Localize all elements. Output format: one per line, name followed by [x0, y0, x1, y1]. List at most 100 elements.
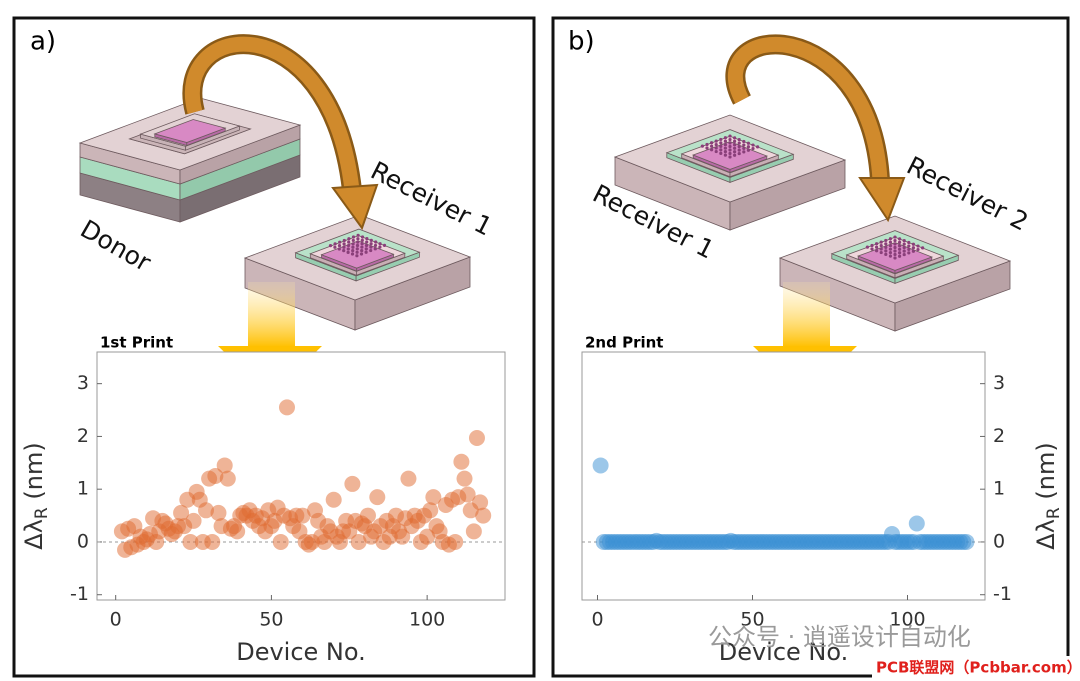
x-axis-label: Device No. — [719, 638, 849, 666]
hole — [875, 245, 879, 249]
hole — [364, 247, 368, 251]
hole — [723, 139, 728, 143]
hole — [360, 242, 364, 246]
hole — [893, 242, 897, 246]
hole — [719, 148, 723, 152]
hole — [373, 243, 378, 248]
hole — [356, 240, 360, 244]
hole — [723, 146, 728, 150]
hole — [378, 245, 382, 249]
panel-frame — [12, 16, 536, 678]
hole — [710, 148, 714, 152]
point — [344, 475, 361, 492]
hole — [356, 233, 360, 237]
hole — [893, 238, 897, 243]
hole — [342, 245, 346, 249]
point — [182, 533, 199, 550]
hole — [360, 238, 364, 242]
panel-label: a) — [30, 27, 56, 57]
hole — [360, 245, 364, 249]
hole — [879, 243, 883, 248]
chart-title: 2nd Print — [585, 334, 663, 352]
point — [958, 533, 975, 550]
hole — [351, 245, 355, 249]
hole — [893, 249, 897, 253]
hole — [355, 250, 359, 254]
hole — [902, 242, 906, 246]
hole — [714, 149, 718, 154]
hole — [728, 141, 732, 145]
hole — [700, 144, 705, 148]
hole — [893, 256, 897, 260]
hole — [719, 144, 723, 148]
hole — [879, 247, 883, 251]
point — [472, 494, 489, 511]
hole — [719, 141, 723, 145]
hole — [737, 141, 741, 145]
x-tick-label: 100 — [409, 609, 445, 631]
hole — [728, 148, 732, 152]
hole — [751, 146, 755, 151]
point — [272, 533, 289, 550]
hole — [733, 150, 737, 154]
hole — [888, 237, 893, 241]
hole — [870, 243, 874, 248]
point — [422, 502, 439, 519]
hole — [893, 252, 897, 257]
hole — [723, 153, 728, 157]
hole — [347, 240, 351, 244]
watermark-bg — [872, 656, 1072, 678]
point — [447, 533, 464, 550]
chart-title: 1st Print — [100, 334, 173, 352]
hole — [737, 148, 741, 152]
hole — [746, 141, 751, 145]
hole — [875, 242, 879, 246]
hole — [737, 138, 741, 142]
hole — [355, 247, 359, 251]
hole — [879, 250, 883, 255]
hole — [333, 245, 337, 249]
hole — [356, 237, 360, 241]
hole — [884, 249, 888, 253]
hole — [359, 252, 364, 256]
point — [229, 523, 246, 540]
y-tick-label: 2 — [993, 425, 1005, 447]
hole — [719, 151, 723, 155]
hole — [346, 250, 350, 254]
y-tick-label: 0 — [993, 530, 1005, 552]
plot-frame — [581, 351, 986, 601]
hole — [728, 137, 732, 142]
hole — [374, 240, 378, 244]
y-axis-label: Δλ — [20, 519, 48, 550]
hole — [746, 148, 751, 152]
point — [425, 489, 442, 506]
hole — [364, 250, 368, 254]
hole — [714, 142, 718, 147]
y-axis-label-unit: (nm) — [1032, 442, 1060, 507]
diagram — [78, 34, 1012, 396]
hole — [893, 235, 897, 239]
hole — [902, 239, 906, 243]
hole — [737, 151, 741, 156]
hole — [742, 150, 746, 154]
x-tick-label: 0 — [110, 609, 122, 631]
hole — [898, 244, 902, 248]
point — [400, 470, 417, 487]
hole — [728, 155, 732, 159]
diagram-label: Receiver 2 — [902, 151, 1033, 237]
hole — [870, 247, 874, 251]
panel-label: b) — [568, 27, 595, 57]
panel-frame — [551, 16, 1070, 678]
hole — [350, 252, 355, 256]
hole — [902, 246, 906, 250]
hole — [719, 137, 723, 142]
hole — [382, 243, 387, 247]
x-tick-label: 50 — [740, 609, 764, 631]
hole — [365, 240, 369, 244]
hole — [733, 146, 737, 150]
point — [219, 470, 236, 487]
hole — [742, 143, 746, 147]
point — [173, 504, 190, 521]
hole — [355, 254, 359, 258]
